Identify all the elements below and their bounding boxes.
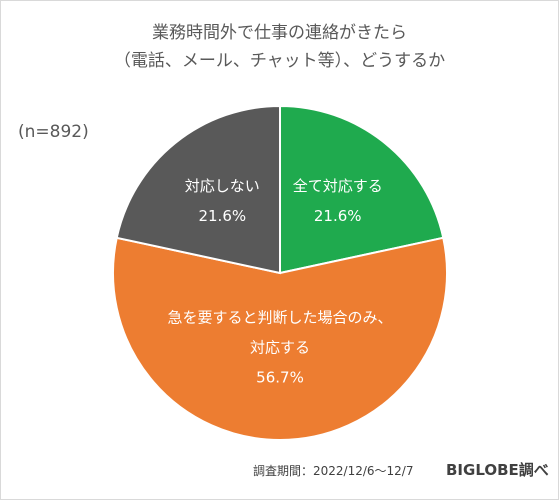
chart-title-line1: 業務時間外で仕事の連絡がきたら [152, 23, 407, 43]
pie-slice-urgent-only [112, 236, 448, 442]
chart-title-line2: （電話、メール、チャット等）、どうするか [113, 51, 446, 71]
survey-period: 調査期間：2022/12/6〜12/7 [253, 464, 414, 478]
brand-credit: BIGLOBE調べ [446, 461, 549, 479]
pie-slice-all [279, 104, 445, 275]
sample-size-label: (n=892) [18, 122, 89, 142]
pie-label-urgent-only-1: 対応する [250, 339, 310, 357]
pie-slice-none [115, 104, 281, 275]
pie-labels: 全て対応する 21.6% 急を要すると判断した場合のみ、対応する 56.7% 対応しない… [167, 177, 392, 387]
pie-value-urgent-only: 56.7% [256, 369, 304, 387]
pie-slices [112, 104, 448, 442]
pie-value-all: 21.6% [314, 207, 362, 225]
pie-value-none: 21.6% [198, 207, 246, 225]
pie-label-urgent-only-0: 急を要すると判断した場合のみ、 [167, 309, 392, 327]
pie-label-all-0: 全て対応する [293, 177, 383, 195]
pie-label-none-0: 対応しない [185, 177, 260, 195]
